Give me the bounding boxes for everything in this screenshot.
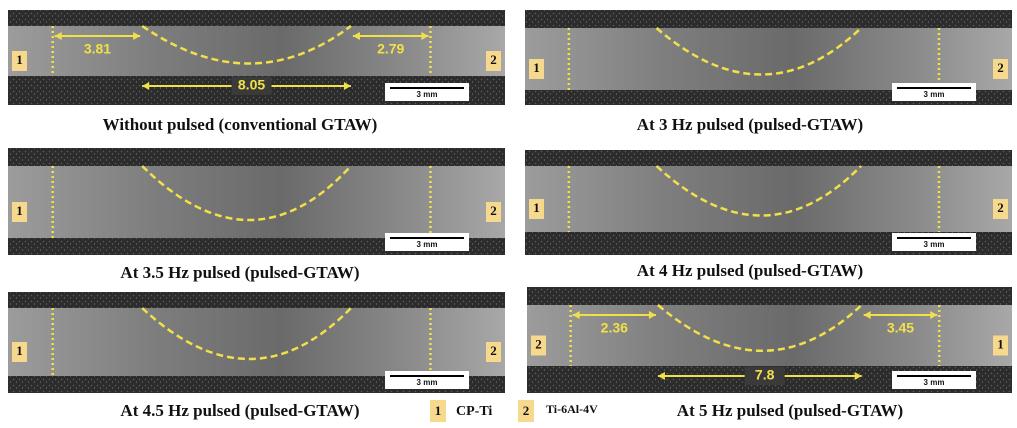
scale-label: 3 mm [417, 240, 438, 249]
material-label: 2 [490, 203, 497, 218]
material-label: 1 [533, 60, 540, 75]
figure: 1 2 3 mm Without pulsed (conventional GTAW)… [0, 0, 1017, 428]
panel-caption: At 5 Hz pulsed (pulsed-GTAW) [677, 401, 903, 420]
legend: 1 CP-Ti 2 Ti-6Al-4V [430, 400, 598, 422]
material-label: 1 [16, 203, 23, 218]
material-label: 2 [490, 52, 497, 67]
dimension-value: 3.45 [887, 320, 914, 336]
legend-key: 1 [435, 403, 442, 418]
panel-caption: At 3.5 Hz pulsed (pulsed-GTAW) [120, 263, 359, 282]
material-label: 1 [997, 336, 1004, 351]
material-label: 2 [490, 343, 497, 358]
legend-text: Ti-6Al-4V [546, 402, 598, 416]
scale-label: 3 mm [417, 378, 438, 387]
material-label: 2 [997, 60, 1004, 75]
material-label: 1 [533, 200, 540, 215]
panel-caption: At 4.5 Hz pulsed (pulsed-GTAW) [120, 401, 359, 420]
dimension-value: 8.05 [238, 77, 265, 93]
panel: 1 2 3 mm Without pulsed (conventional GTAW)… [8, 10, 505, 134]
scale-label: 3 mm [924, 90, 945, 99]
dimension-value: 2.79 [377, 41, 404, 57]
legend-key: 2 [523, 403, 530, 418]
panel: 1 2 3 mm At 4 Hz pulsed (pulsed-GTAW) [525, 150, 1012, 280]
panel: 2 1 3 mm At 5 Hz pulsed (pulsed-GTAW) 2.36 3.… [527, 287, 1012, 420]
scale-label: 3 mm [924, 378, 945, 387]
scale-label: 3 mm [417, 90, 438, 99]
panel-caption: Without pulsed (conventional GTAW) [103, 115, 378, 134]
dimension-value: 2.36 [601, 320, 628, 336]
dimension-value: 7.8 [755, 367, 775, 383]
panel-caption: At 3 Hz pulsed (pulsed-GTAW) [637, 115, 863, 134]
legend-text: CP-Ti [456, 404, 492, 419]
dimension-value: 3.81 [84, 41, 111, 57]
panel: 1 2 3 mm At 3 Hz pulsed (pulsed-GTAW) [525, 10, 1012, 134]
material-label: 2 [997, 200, 1004, 215]
material-label: 2 [535, 336, 542, 351]
material-label: 1 [16, 343, 23, 358]
material-label: 1 [16, 52, 23, 67]
panel: 1 2 3 mm At 3.5 Hz pulsed (pulsed-GTAW) [8, 148, 505, 282]
panel-caption: At 4 Hz pulsed (pulsed-GTAW) [637, 261, 863, 280]
scale-label: 3 mm [924, 240, 945, 249]
